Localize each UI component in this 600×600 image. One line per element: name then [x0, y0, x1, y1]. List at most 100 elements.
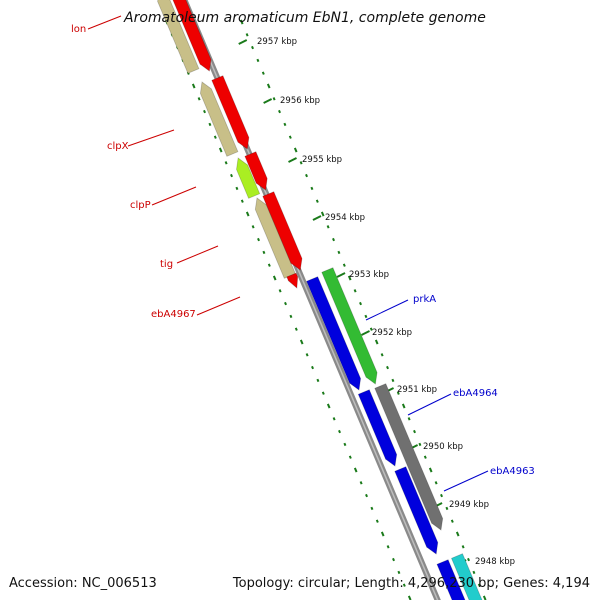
left-track-tick [284, 301, 287, 306]
right-track-tick [418, 442, 422, 447]
right-track-tick [245, 33, 249, 37]
left-track-tick [348, 455, 352, 459]
left-track-tick [289, 314, 293, 319]
scale-label-2954: 2954 kbp [325, 213, 365, 223]
tick-tracks [164, 19, 487, 600]
major-scale-tick [336, 272, 346, 278]
gene-leader-ebA4967 [196, 296, 241, 316]
right-track-tick [461, 545, 465, 549]
gene-block-clpX-red [211, 75, 250, 150]
gene-leader-clpP [151, 186, 197, 206]
gene-label-ebA4963: ebA4963 [490, 466, 535, 477]
accession-text: Accession: NC_006513 [9, 576, 157, 591]
left-track-tick [213, 135, 217, 139]
left-track-tick [203, 109, 206, 114]
left-track-tick [316, 378, 320, 383]
right-track-tick [380, 353, 384, 357]
right-track-tick [332, 237, 335, 242]
left-track-tick [197, 97, 201, 101]
gene-block-prkA [321, 267, 378, 385]
right-track-tick [472, 570, 476, 575]
scale-label-2956: 2956 kbp [280, 96, 320, 106]
summary-text: Topology: circular; Length: 4,296,230 bp… [232, 576, 590, 591]
scale-label-2950: 2950 kbp [423, 442, 463, 452]
scale-label-2957: 2957 kbp [257, 37, 297, 47]
right-track-tick [315, 199, 319, 203]
right-track-tick [272, 97, 276, 101]
major-scale-tick [238, 39, 248, 45]
right-track-tick [477, 583, 481, 587]
left-track-tick [365, 493, 368, 498]
right-track-tick [445, 506, 449, 511]
scale-label-2951: 2951 kbp [397, 385, 437, 395]
right-track-tick [440, 493, 443, 498]
major-scale-tick [312, 215, 322, 221]
left-track-tick [380, 531, 385, 537]
gene-blocks [157, 0, 483, 600]
scale-label-2948: 2948 kbp [475, 557, 515, 567]
left-track-tick [305, 353, 309, 357]
left-track-tick [224, 161, 228, 165]
gene-leader-tig [176, 245, 219, 264]
scale-label-2952: 2952 kbp [372, 328, 412, 338]
right-track-tick [467, 557, 470, 562]
right-track-tick [251, 45, 254, 50]
gene-block-ebA4963 [394, 466, 439, 555]
left-track-tick [375, 519, 379, 523]
left-track-tick [407, 595, 412, 600]
left-track-tick [257, 237, 260, 242]
left-track-tick [267, 263, 271, 267]
right-track-tick [353, 289, 357, 293]
right-track-tick [369, 327, 373, 331]
right-track-tick [434, 481, 438, 485]
left-track-tick [397, 570, 401, 575]
gene-leader-clpX [127, 129, 175, 147]
right-track-tick [423, 455, 427, 459]
gene-block-lon-khaki [157, 0, 200, 74]
left-track-tick [343, 442, 347, 447]
map-title: Aromatoleum aromaticum EbN1, complete ge… [123, 10, 486, 26]
left-track-tick [311, 365, 314, 370]
left-track-tick [218, 147, 223, 153]
gene-leader-lon [87, 15, 122, 30]
left-track-tick [386, 545, 390, 549]
right-track-tick [428, 467, 433, 473]
right-track-tick [310, 186, 314, 191]
left-track-tick [272, 275, 277, 281]
left-track-tick [294, 327, 298, 331]
right-track-tick [326, 225, 330, 229]
left-track-tick [245, 211, 250, 217]
left-track-tick [262, 250, 266, 255]
left-track-tick [230, 173, 233, 178]
gene-block-ebA4964 [374, 383, 444, 531]
left-track-tick [370, 506, 374, 511]
gene-block-tig-red [262, 191, 303, 271]
scale-labels: 2957 kbp 2956 kbp 2955 kbp 2954 kbp 2953… [257, 37, 515, 567]
left-track-tick [235, 186, 239, 191]
left-track-tick [208, 122, 212, 127]
left-track-tick [191, 83, 196, 89]
right-track-tick [347, 275, 352, 281]
left-track-tick [299, 339, 304, 345]
right-track-tick [337, 250, 341, 255]
gene-label-tig: tig [160, 259, 173, 270]
right-track-tick [396, 391, 400, 395]
right-track-tick [266, 83, 271, 89]
left-track-tick [240, 199, 244, 203]
left-track-tick [359, 481, 363, 485]
left-track-tick [326, 403, 331, 409]
gene-label-lon: lon [71, 24, 86, 35]
scale-label-2953: 2953 kbp [349, 270, 389, 280]
right-track-tick [401, 403, 406, 409]
gene-label-ebA4967: ebA4967 [151, 309, 196, 320]
gene-block-clpX-khaki [199, 81, 239, 157]
right-track-tick [455, 531, 460, 537]
right-track-tick [256, 58, 260, 63]
gene-block-blue-3 [436, 559, 466, 600]
right-track-tick [299, 161, 303, 165]
left-track-tick [338, 429, 341, 434]
gene-block-blue-2 [357, 389, 398, 467]
left-track-tick [353, 467, 358, 473]
right-track-tick [288, 135, 292, 139]
right-track-tick [239, 19, 244, 25]
